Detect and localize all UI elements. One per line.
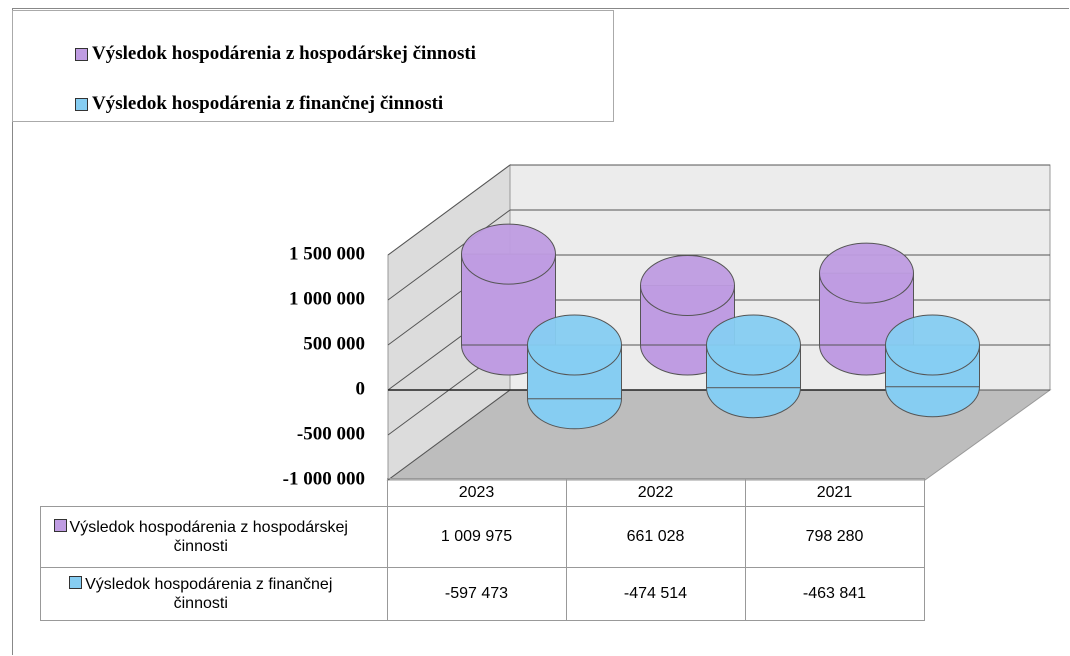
row-header: Výsledok hospodárenia z hospodárskej čin… — [40, 506, 388, 568]
table-value: 1 009 975 — [386, 506, 567, 568]
cylinder-top — [640, 255, 735, 317]
table-header-text: 2022 — [637, 483, 674, 501]
table-value: -463 841 — [744, 567, 925, 621]
table-value-text: 661 028 — [626, 528, 685, 545]
row-header-text: Výsledok hospodárenia z finančnej činnos… — [85, 576, 333, 612]
table-header-text: 2021 — [816, 483, 853, 501]
table-header: 2021 — [744, 478, 925, 507]
cylinder-top — [527, 314, 622, 376]
row-header-text: Výsledok hospodárenia z hospodárskej čin… — [69, 519, 348, 555]
table-header-text: 2023 — [458, 483, 495, 501]
table-value-text: -463 841 — [802, 585, 867, 602]
y-tick-label: 1 500 000 — [289, 243, 365, 264]
legend-label: Výsledok hospodárenia z finančnej činnos… — [92, 93, 444, 114]
table-row: Výsledok hospodárenia z hospodárskej čin… — [40, 506, 925, 568]
table-value: 798 280 — [744, 506, 925, 568]
table-value: 661 028 — [565, 506, 746, 568]
table-header: 2022 — [565, 478, 746, 507]
cylinder-top — [706, 314, 801, 376]
y-tick-label: 500 000 — [303, 333, 365, 354]
legend-swatch — [75, 97, 88, 111]
grid-line — [387, 164, 511, 256]
table-row: Výsledok hospodárenia z finančnej činnos… — [40, 567, 925, 621]
table-row: 2023 2022 2021 — [41, 478, 925, 507]
table-value-text: -597 473 — [444, 585, 509, 602]
cylinder-top — [885, 314, 980, 376]
y-tick-label: -500 000 — [297, 423, 365, 444]
legend-item: Výsledok hospodárenia z finančnej činnos… — [75, 93, 443, 115]
legend-label: Výsledok hospodárenia z hospodárskej čin… — [92, 43, 476, 64]
legend-swatch — [75, 47, 88, 61]
row-header: Výsledok hospodárenia z finančnej činnos… — [40, 567, 388, 621]
cylinder-top — [819, 242, 914, 304]
table-swatch — [69, 576, 83, 589]
y-tick-label: -1 000 000 — [283, 468, 365, 489]
table-swatch — [53, 519, 67, 532]
table-corner — [41, 479, 388, 507]
table-value: -597 473 — [386, 567, 567, 621]
table-header: 2023 — [386, 478, 567, 507]
y-tick-label: 0 — [356, 378, 366, 399]
table-value-text: 798 280 — [805, 528, 864, 545]
data-table: 2023 2022 2021 Výsledok hospodárenia z hosp… — [40, 478, 925, 621]
frame — [12, 8, 1069, 655]
legend: Výsledok hospodárenia z hospodárskej čin… — [12, 10, 614, 122]
legend-item: Výsledok hospodárenia z hospodárskej čin… — [75, 43, 476, 65]
grid-line — [387, 209, 511, 301]
cylinder-top — [461, 223, 556, 285]
table-value-text: 1 009 975 — [440, 528, 513, 545]
y-tick-label: 1 000 000 — [289, 288, 365, 309]
grid-line — [387, 389, 511, 481]
table-value: -474 514 — [565, 567, 746, 621]
table-value-text: -474 514 — [623, 585, 688, 602]
